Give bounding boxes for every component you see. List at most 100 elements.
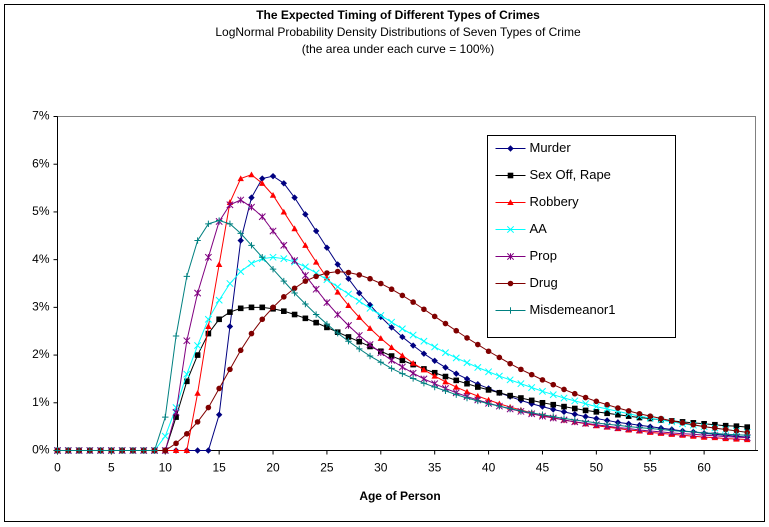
marker xyxy=(291,311,298,318)
marker xyxy=(615,405,621,411)
marker xyxy=(550,401,557,408)
marker xyxy=(345,338,352,345)
marker xyxy=(356,314,363,320)
marker xyxy=(226,279,234,288)
marker xyxy=(636,410,643,417)
marker xyxy=(334,329,341,337)
legend-label: Prop xyxy=(530,248,557,263)
marker xyxy=(269,227,277,235)
marker xyxy=(712,421,718,428)
marker xyxy=(227,366,233,373)
marker xyxy=(453,391,460,398)
marker xyxy=(281,308,287,314)
marker xyxy=(399,333,406,341)
legend-label: Robbery xyxy=(530,194,580,209)
marker xyxy=(582,394,589,401)
marker xyxy=(204,253,212,261)
marker xyxy=(475,341,481,348)
marker xyxy=(366,304,374,312)
marker xyxy=(194,237,201,244)
marker xyxy=(582,418,589,425)
y-tick-label: 3% xyxy=(32,300,50,314)
marker xyxy=(377,311,385,320)
marker xyxy=(118,447,126,454)
marker xyxy=(248,194,255,201)
marker xyxy=(614,422,622,429)
marker xyxy=(108,447,115,454)
marker xyxy=(625,408,632,414)
marker xyxy=(722,422,729,429)
marker xyxy=(722,431,729,438)
x-tick-label: 5 xyxy=(108,461,115,475)
marker xyxy=(247,203,256,211)
marker xyxy=(237,196,245,204)
marker xyxy=(183,273,191,280)
marker xyxy=(237,175,244,182)
marker xyxy=(356,272,363,278)
marker xyxy=(399,370,406,377)
marker xyxy=(237,305,244,312)
marker xyxy=(281,294,287,300)
marker xyxy=(528,397,535,404)
legend-label: Misdemeanor1 xyxy=(530,302,616,317)
marker xyxy=(226,323,234,330)
marker xyxy=(561,386,567,393)
legend-label: Sex Off, Rape xyxy=(530,167,611,182)
marker xyxy=(140,447,147,454)
marker xyxy=(398,363,406,371)
marker xyxy=(194,341,202,350)
marker xyxy=(550,406,557,413)
marker xyxy=(604,410,610,417)
marker xyxy=(431,343,439,351)
x-tick-label: 0 xyxy=(54,461,61,475)
marker xyxy=(334,268,341,275)
marker xyxy=(582,413,589,420)
marker xyxy=(518,395,524,401)
marker xyxy=(496,354,503,361)
marker xyxy=(248,330,255,337)
marker xyxy=(733,428,740,434)
marker xyxy=(183,337,191,345)
marker xyxy=(205,330,212,337)
marker xyxy=(377,359,385,366)
x-tick-label: 40 xyxy=(482,461,496,475)
marker xyxy=(388,356,396,364)
marker xyxy=(377,335,385,341)
marker xyxy=(280,208,288,215)
marker xyxy=(75,447,83,454)
marker xyxy=(269,253,277,261)
legend-marker xyxy=(507,307,514,314)
marker xyxy=(463,394,471,402)
marker xyxy=(173,440,179,447)
marker xyxy=(162,447,169,454)
y-tick-label: 6% xyxy=(32,156,50,170)
legend-marker xyxy=(507,145,514,152)
legend-marker xyxy=(507,280,514,287)
marker xyxy=(474,363,482,372)
marker xyxy=(323,276,331,284)
marker xyxy=(517,407,525,415)
marker xyxy=(539,411,546,418)
marker xyxy=(259,304,266,311)
x-tick-label: 45 xyxy=(536,461,550,475)
marker xyxy=(259,175,266,182)
marker xyxy=(561,403,567,410)
y-tick-label: 7% xyxy=(32,109,50,123)
marker xyxy=(356,338,363,345)
marker xyxy=(204,315,212,323)
marker xyxy=(344,290,353,298)
marker xyxy=(378,280,384,287)
marker xyxy=(344,321,353,330)
x-tick-label: 20 xyxy=(266,461,280,475)
marker xyxy=(269,265,277,273)
marker xyxy=(744,432,751,439)
marker xyxy=(248,304,255,311)
marker xyxy=(420,337,428,345)
marker xyxy=(399,357,406,364)
legend-marker xyxy=(507,172,514,179)
marker xyxy=(603,405,611,413)
marker xyxy=(593,419,600,427)
marker xyxy=(507,360,513,367)
legend-label: Murder xyxy=(530,140,572,155)
marker xyxy=(334,283,342,291)
